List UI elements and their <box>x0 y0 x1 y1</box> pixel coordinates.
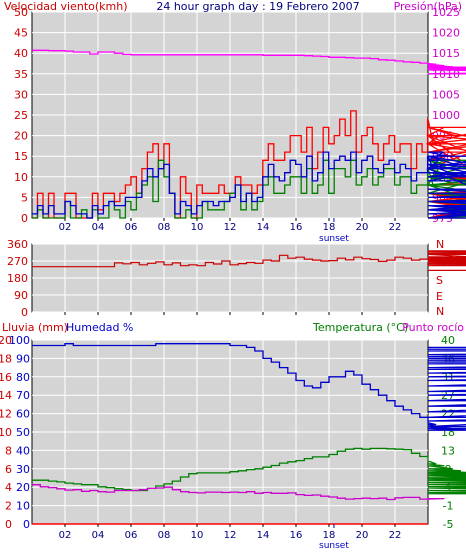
rain-tick-label: 18 <box>0 352 12 365</box>
direction-tick-label: 270 <box>7 255 28 268</box>
direction-tick-label: 180 <box>7 272 28 285</box>
rain-tick-label: 6 <box>5 463 12 476</box>
x-tick-label: 10 <box>191 222 204 233</box>
x-tick-label: 22 <box>389 530 402 541</box>
x-tick-label: 14 <box>257 530 270 541</box>
sunset-label-top: sunset <box>319 234 349 244</box>
wind-average-line <box>32 151 466 219</box>
wind-tick-label: 45 <box>14 27 28 40</box>
pressure-tick-label: 1000 <box>432 109 460 122</box>
direction-tick-label: 0 <box>21 306 28 319</box>
compass-label: S <box>436 274 443 287</box>
pressure-axis-title: Presión(hPa) <box>394 0 462 13</box>
x-tick-label: 02 <box>59 530 72 541</box>
wind-tick-label: 10 <box>14 171 28 184</box>
x-tick-label: 12 <box>224 530 237 541</box>
humidity-tick-label: 60 <box>16 408 30 421</box>
humidity-tick-label: 100 <box>9 334 30 347</box>
rain-axis-title: Lluvia (mm) <box>2 321 68 334</box>
pressure-tick-label: 1025 <box>432 6 460 19</box>
rain-tick-label: 4 <box>5 481 12 494</box>
chart-title: 24 hour graph day : 19 Febrero 2007 <box>156 0 359 13</box>
rain-tick-label: 0 <box>5 518 12 531</box>
rain-tick-label: 8 <box>5 444 12 457</box>
humidity-axis-title: Humedad % <box>66 321 133 334</box>
wind-tick-label: 35 <box>14 68 28 81</box>
temperature-tick-label: -5 <box>443 518 454 531</box>
humidity-tick-label: 20 <box>16 481 30 494</box>
wind-tick-label: 40 <box>14 47 28 60</box>
wind-axis-title: Velocidad viento(kmh) <box>4 0 128 13</box>
direction-tick-label: 360 <box>7 238 28 251</box>
humidity-line <box>32 343 466 431</box>
wind-direction-line <box>32 250 466 271</box>
rain-tick-label: 10 <box>0 426 12 439</box>
humidity-tick-label: 50 <box>16 426 30 439</box>
x-tick-label: 02 <box>59 222 72 233</box>
direction-tick-label: 90 <box>14 289 28 302</box>
compass-label: N <box>436 305 444 318</box>
x-tick-label: 18 <box>323 222 336 233</box>
x-tick-label: 08 <box>158 222 171 233</box>
x-tick-label: 16 <box>290 530 303 541</box>
pressure-tick-label: 1020 <box>432 27 460 40</box>
pressure-line <box>32 49 466 75</box>
humidity-tick-label: 0 <box>23 518 30 531</box>
x-tick-label: 06 <box>125 530 138 541</box>
humidity-tick-label: 90 <box>16 352 30 365</box>
temperature-line <box>32 447 466 495</box>
humidity-tick-label: 80 <box>16 371 30 384</box>
rain-tick-label: 2 <box>5 500 12 513</box>
x-tick-label: 20 <box>356 222 369 233</box>
humidity-tick-label: 40 <box>16 444 30 457</box>
x-tick-label: 04 <box>92 222 105 233</box>
compass-label: N <box>436 238 444 251</box>
x-tick-label: 08 <box>158 530 171 541</box>
pressure-tick-label: 1005 <box>432 88 460 101</box>
pressure-tick-label: 1015 <box>432 47 460 60</box>
wind-tick-label: 25 <box>14 109 28 122</box>
rain-tick-label: 12 <box>0 408 12 421</box>
sunset-label-bottom: sunset <box>319 541 349 551</box>
temperature-tick-label: 22 <box>441 408 455 421</box>
wind-tick-label: 0 <box>21 212 28 225</box>
rain-tick-label: 14 <box>0 389 12 402</box>
x-tick-label: 10 <box>191 530 204 541</box>
temperature-tick-label: 13 <box>441 444 455 457</box>
dewpoint-line <box>32 484 445 501</box>
humidity-tick-label: 10 <box>16 500 30 513</box>
humidity-tick-label: 70 <box>16 389 30 402</box>
humidity-tick-label: 30 <box>16 463 30 476</box>
rain-tick-label: 20 <box>0 334 12 347</box>
compass-label: E <box>436 290 443 303</box>
x-tick-label: 16 <box>290 222 303 233</box>
x-tick-label: 14 <box>257 222 270 233</box>
dewpoint-axis-title: Punto rocío <box>402 321 464 334</box>
temperature-tick-label: -1 <box>443 500 454 513</box>
wind-tick-label: 50 <box>14 6 28 19</box>
x-tick-label: 04 <box>92 530 105 541</box>
x-tick-label: 22 <box>389 222 402 233</box>
wind-tick-label: 15 <box>14 150 28 163</box>
wind-tick-label: 5 <box>21 191 28 204</box>
wind-tick-label: 30 <box>14 88 28 101</box>
x-tick-label: 20 <box>356 530 369 541</box>
temperature-axis-title: Temperatura (°C) <box>312 321 408 334</box>
x-tick-label: 18 <box>323 530 336 541</box>
x-tick-label: 12 <box>224 222 237 233</box>
rain-tick-label: 16 <box>0 371 12 384</box>
wind-tick-label: 20 <box>14 130 28 143</box>
wind-gust-line <box>32 110 466 219</box>
temperature-tick-label: 40 <box>441 334 455 347</box>
x-tick-label: 06 <box>125 222 138 233</box>
